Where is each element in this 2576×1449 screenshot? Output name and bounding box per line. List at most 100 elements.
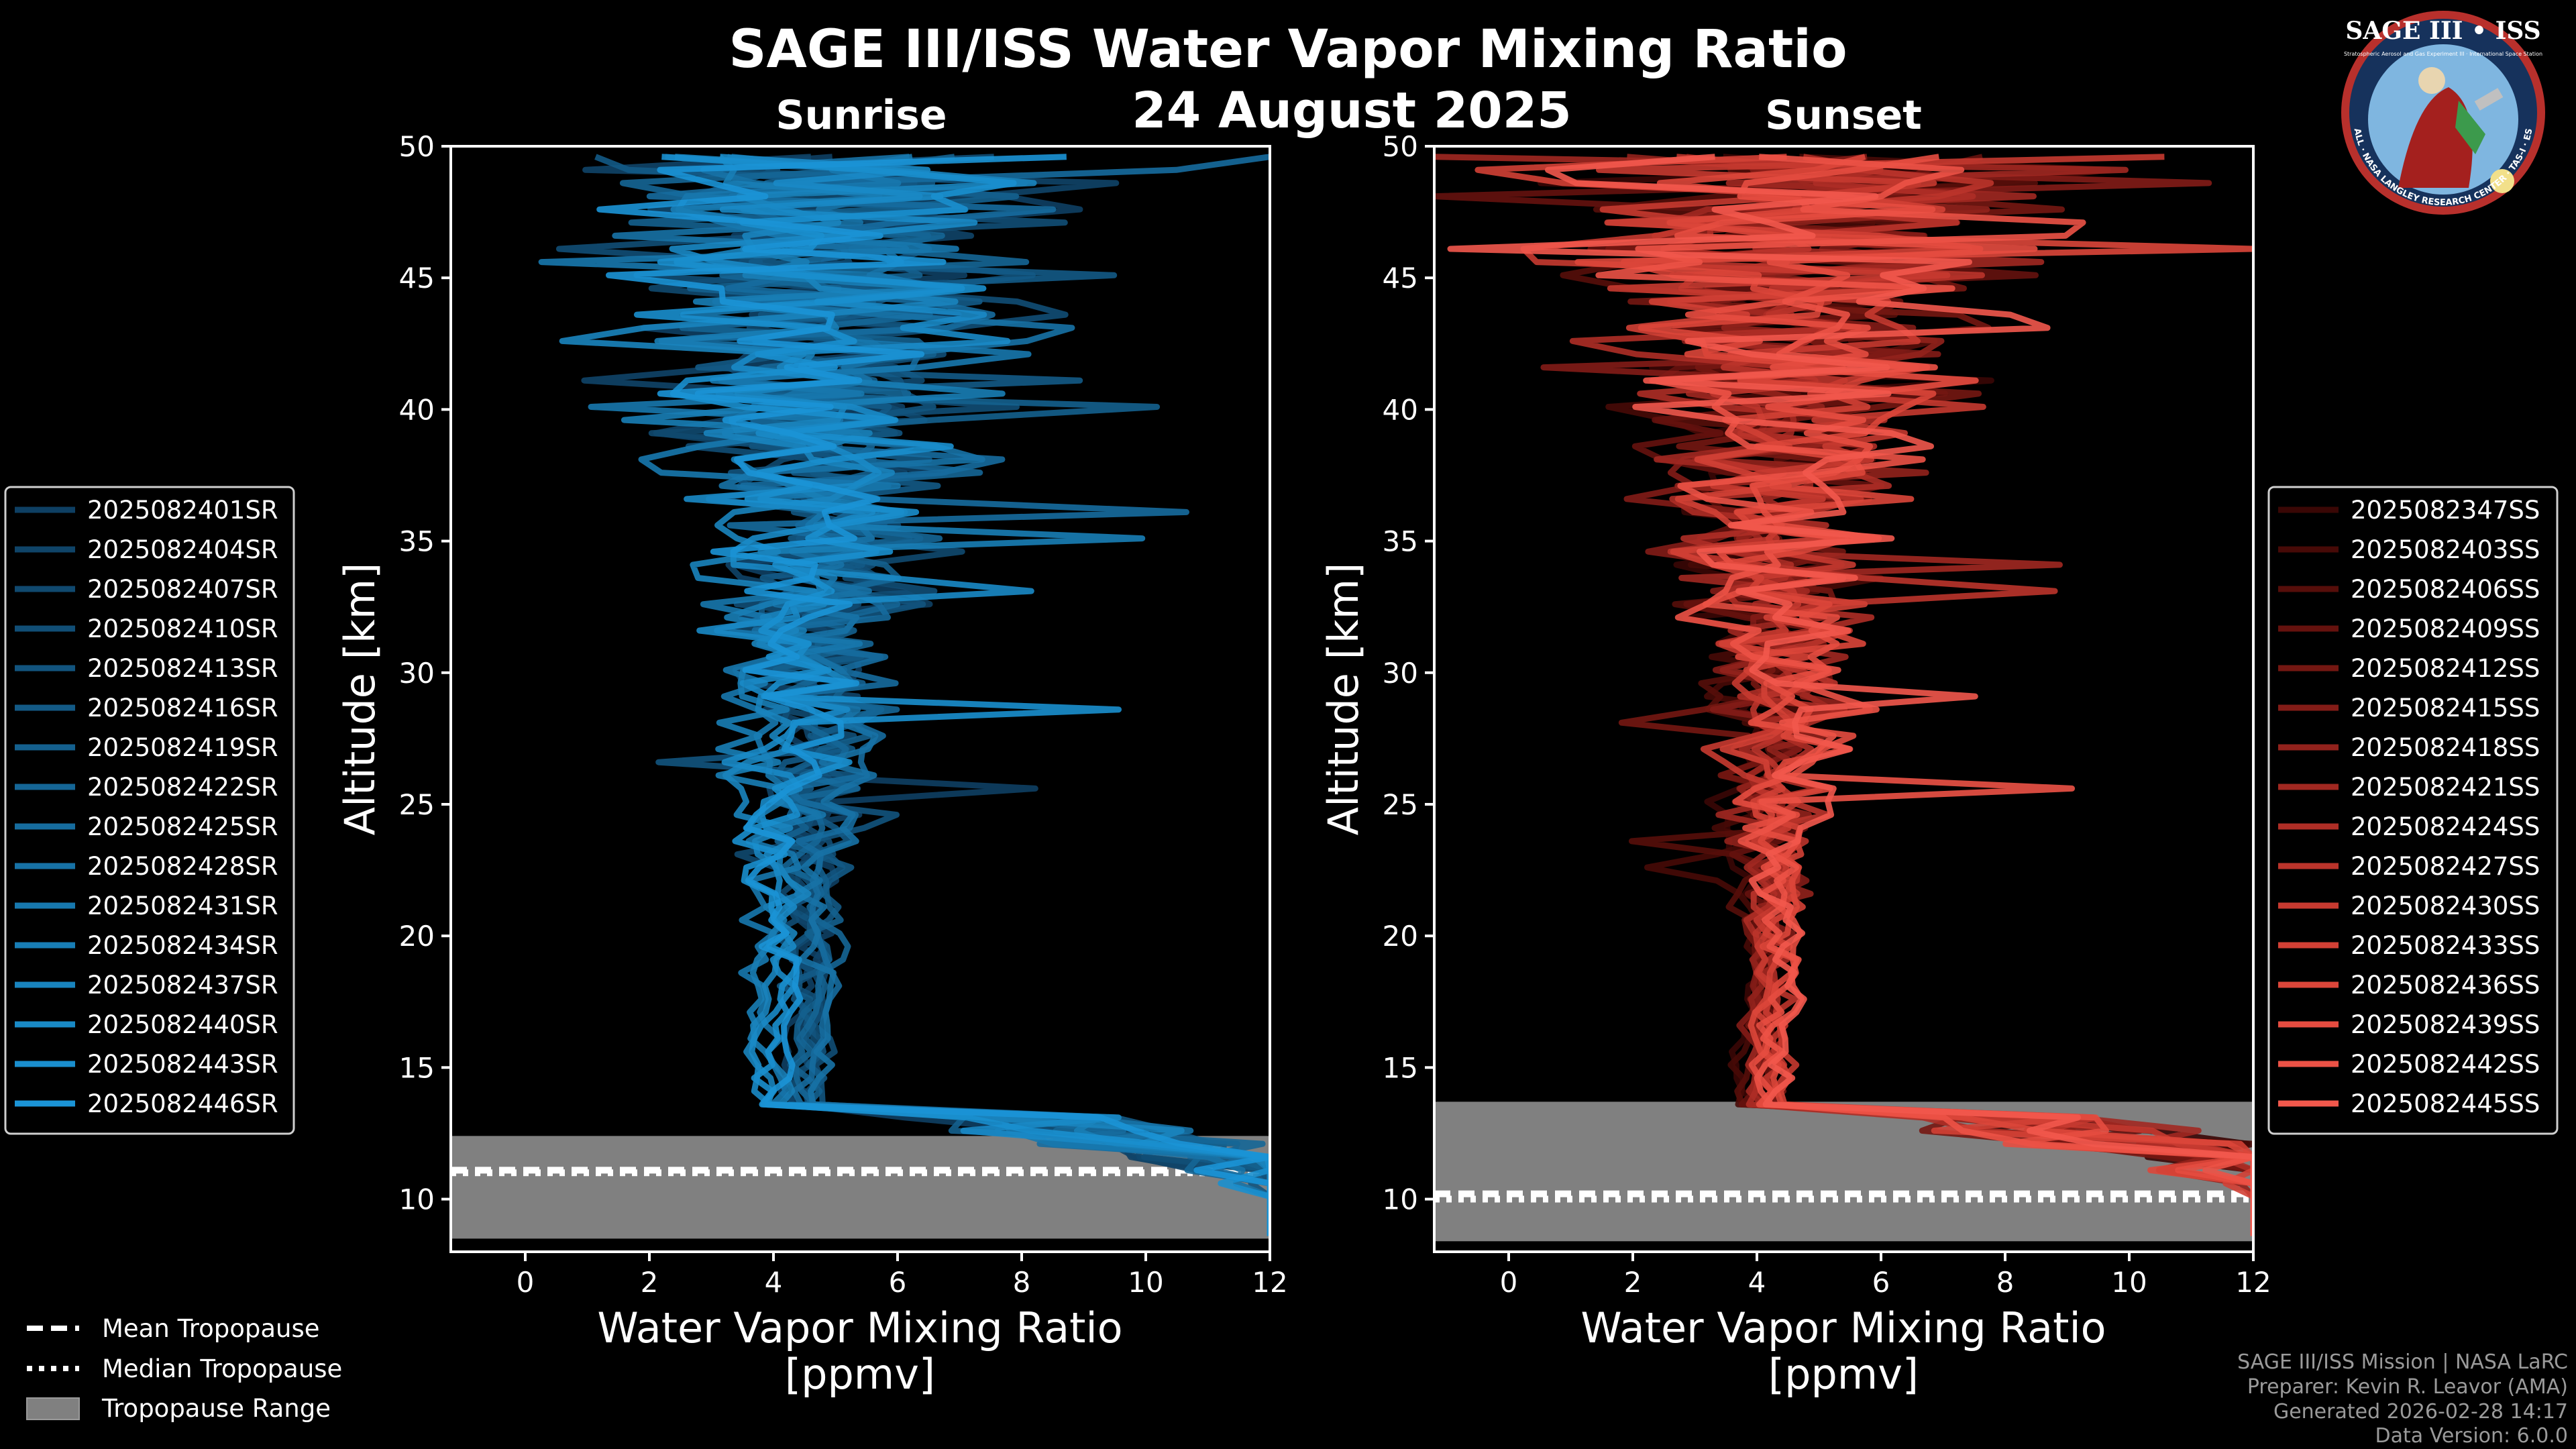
sunrise-x-axis-unit: [ppmv] <box>785 1350 935 1399</box>
sr-xtick-label: 12 <box>1252 1266 1287 1299</box>
logo-earth <box>2455 101 2485 154</box>
sr-ytick-label: 15 <box>399 1051 435 1084</box>
sunset-axes-frame <box>1433 145 2255 1253</box>
figure-date: 24 August 2025 <box>1132 82 1572 140</box>
tropopause-range-swatch <box>26 1397 80 1420</box>
ss-legend-box <box>2267 486 2559 1135</box>
legend-label-2025082404SR: 2025082404SR <box>87 535 278 564</box>
credit-data-version: Data Version: 6.0.0 <box>2375 1424 2568 1448</box>
legend-label-2025082442SS: 2025082442SS <box>2351 1050 2540 1079</box>
legend-label-2025082445SS: 2025082445SS <box>2351 1089 2540 1118</box>
ss-ytick-label: 20 <box>1383 920 1418 953</box>
sunrise-axes-frame <box>449 145 1271 1253</box>
sunset-panel: 0 2 4 6 8 10 12 10 15 20 25 30 35 40 45 50 Water Vapor… <box>1319 130 2271 1399</box>
sunrise-profiles <box>538 154 1270 1236</box>
sunrise-x-axis-label: Water Vapor Mixing Ratio <box>597 1303 1122 1352</box>
legend-label-2025082407SR: 2025082407SR <box>87 575 278 604</box>
legend-label-2025082413SR: 2025082413SR <box>87 654 278 683</box>
legend-label-2025082416SR: 2025082416SR <box>87 694 278 722</box>
legend-label-2025082347SS: 2025082347SS <box>2351 496 2540 525</box>
sunset-x-ticks: 0 2 4 6 8 10 12 <box>1500 1252 2271 1299</box>
legend-label-2025082415SS: 2025082415SS <box>2351 694 2540 722</box>
ss-ytick-label: 40 <box>1383 393 1418 426</box>
sunset-panel-title: Sunset <box>1765 92 1922 139</box>
sunset-legend: 2025082347SS 2025082403SS 2025082406SS 2025… <box>2267 486 2559 1135</box>
sunrise-y-ticks: 10 15 20 25 30 35 40 45 50 <box>399 130 451 1216</box>
legend-label-2025082401SR: 2025082401SR <box>87 496 278 525</box>
sr-xtick-label: 8 <box>1013 1266 1031 1299</box>
sunset-y-ticks: 10 15 20 25 30 35 40 45 50 <box>1383 130 1434 1216</box>
legend-label-2025082425SR: 2025082425SR <box>87 812 278 841</box>
credit-generated: Generated 2026-02-28 14:17 <box>2273 1400 2568 1424</box>
legend-label-2025082433SS: 2025082433SS <box>2351 931 2540 960</box>
ss-xtick-label: 4 <box>1748 1266 1766 1299</box>
legend-label-2025082418SS: 2025082418SS <box>2351 733 2540 762</box>
profile-line-2025082436SS <box>1574 154 2253 1236</box>
legend-label-2025082422SR: 2025082422SR <box>87 773 278 802</box>
legend-label-2025082437SR: 2025082437SR <box>87 971 278 1000</box>
ss-xtick-label: 2 <box>1624 1266 1642 1299</box>
legend-label-2025082439SS: 2025082439SS <box>2351 1010 2540 1039</box>
tropopause-legend: Mean Tropopause Median Tropopause Tropop… <box>26 1314 342 1423</box>
legend-label-2025082430SS: 2025082430SS <box>2351 892 2540 920</box>
sunset-y-axis-label: Altitude [km] <box>1319 563 1368 836</box>
legend-label-2025082403SS: 2025082403SS <box>2351 535 2540 564</box>
sr-ytick-label: 35 <box>399 525 435 558</box>
ss-ytick-label: 15 <box>1383 1051 1418 1084</box>
legend-label-2025082409SS: 2025082409SS <box>2351 614 2540 643</box>
median-tropopause-label: Median Tropopause <box>102 1354 342 1383</box>
legend-label-2025082410SR: 2025082410SR <box>87 614 278 643</box>
profile-line-2025082430SS <box>1520 154 2253 1236</box>
sr-ytick-label: 20 <box>399 920 435 953</box>
legend-label-2025082427SS: 2025082427SS <box>2351 852 2540 881</box>
profile-line-2025082437SR <box>559 154 1270 1236</box>
credits: SAGE III/ISS Mission | NASA LaRC Prepare… <box>2237 1350 2568 1448</box>
logo-subtitle: Stratospheric Aerosol and Gas Experiment… <box>2344 51 2542 57</box>
sr-ytick-label: 45 <box>399 262 435 294</box>
sr-ytick-label: 50 <box>399 130 435 163</box>
logo-sun <box>2490 169 2514 193</box>
legend-label-2025082431SR: 2025082431SR <box>87 892 278 920</box>
legend-label-2025082424SS: 2025082424SS <box>2351 812 2540 841</box>
sunrise-legend: 2025082401SR 2025082404SR 2025082407SR 2025… <box>4 486 295 1135</box>
figure-title: SAGE III/ISS Water Vapor Mixing Ratio <box>729 19 1847 80</box>
credit-mission: SAGE III/ISS Mission | NASA LaRC <box>2237 1350 2568 1374</box>
credit-preparer: Preparer: Kevin R. Leavor (AMA) <box>2247 1375 2568 1399</box>
sr-xtick-label: 2 <box>641 1266 659 1299</box>
logo-head <box>2418 67 2445 94</box>
sunrise-y-axis-label: Altitude [km] <box>335 563 384 836</box>
sr-ytick-label: 10 <box>399 1183 435 1216</box>
sunrise-panel-title: Sunrise <box>775 92 947 139</box>
sr-xtick-label: 6 <box>889 1266 907 1299</box>
logo-name: SAGE III • ISS <box>2345 17 2540 45</box>
ss-ytick-label: 50 <box>1383 130 1418 163</box>
sunset-profiles <box>1434 154 2253 1236</box>
ss-xtick-label: 6 <box>1872 1266 1890 1299</box>
sr-ytick-label: 30 <box>399 657 435 690</box>
ss-xtick-label: 10 <box>2111 1266 2147 1299</box>
ss-xtick-label: 12 <box>2235 1266 2271 1299</box>
legend-label-2025082419SR: 2025082419SR <box>87 733 278 762</box>
legend-label-2025082421SS: 2025082421SS <box>2351 773 2540 802</box>
legend-label-2025082428SR: 2025082428SR <box>87 852 278 881</box>
tropopause-range-label: Tropopause Range <box>101 1394 331 1423</box>
logo-station <box>2474 88 2504 111</box>
sunrise-x-ticks: 0 2 4 6 8 10 12 <box>517 1252 1288 1299</box>
ss-ytick-label: 30 <box>1383 657 1418 690</box>
ss-ytick-label: 45 <box>1383 262 1418 294</box>
sr-xtick-label: 4 <box>765 1266 783 1299</box>
ss-ytick-label: 35 <box>1383 525 1418 558</box>
legend-label-2025082406SS: 2025082406SS <box>2351 575 2540 604</box>
profile-line-2025082445SS <box>1447 154 2253 1236</box>
legend-label-2025082436SS: 2025082436SS <box>2351 971 2540 1000</box>
legend-label-2025082412SS: 2025082412SS <box>2351 654 2540 683</box>
sunrise-panel: 0 2 4 6 8 10 12 10 15 20 25 30 35 40 45 50 Water Vapor… <box>335 130 1288 1399</box>
ss-ytick-label: 10 <box>1383 1183 1418 1216</box>
ss-ytick-label: 25 <box>1383 788 1418 821</box>
sunset-x-axis-unit: [ppmv] <box>1768 1350 1919 1399</box>
legend-label-2025082443SR: 2025082443SR <box>87 1050 278 1079</box>
ss-xtick-label: 8 <box>1996 1266 2015 1299</box>
sr-xtick-label: 0 <box>517 1266 535 1299</box>
ss-xtick-label: 0 <box>1500 1266 1518 1299</box>
